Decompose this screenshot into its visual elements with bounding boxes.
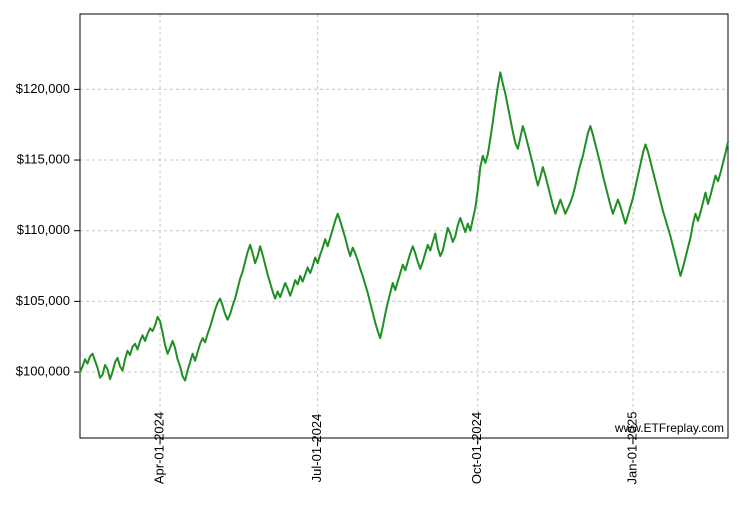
- plot-border: [80, 14, 728, 438]
- xtick-label: Oct-01-2024: [469, 412, 484, 484]
- ytick-label: $105,000: [16, 293, 70, 308]
- watermark: www.ETFreplay.com: [614, 421, 724, 435]
- equity-line: [80, 72, 728, 380]
- ytick-label: $115,000: [17, 151, 70, 166]
- ytick-label: $110,000: [17, 222, 70, 237]
- xtick-label: Apr-01-2024: [151, 412, 166, 484]
- ytick-label: $120,000: [16, 81, 70, 96]
- chart-svg: $100,000 $105,000 $110,000 $115,000 $120,000…: [0, 0, 750, 530]
- ytick-label: $100,000: [16, 363, 70, 378]
- xtick-label: Jul-01-2024: [309, 414, 324, 483]
- line-chart: $100,000 $105,000 $110,000 $115,000 $120,000…: [0, 0, 750, 530]
